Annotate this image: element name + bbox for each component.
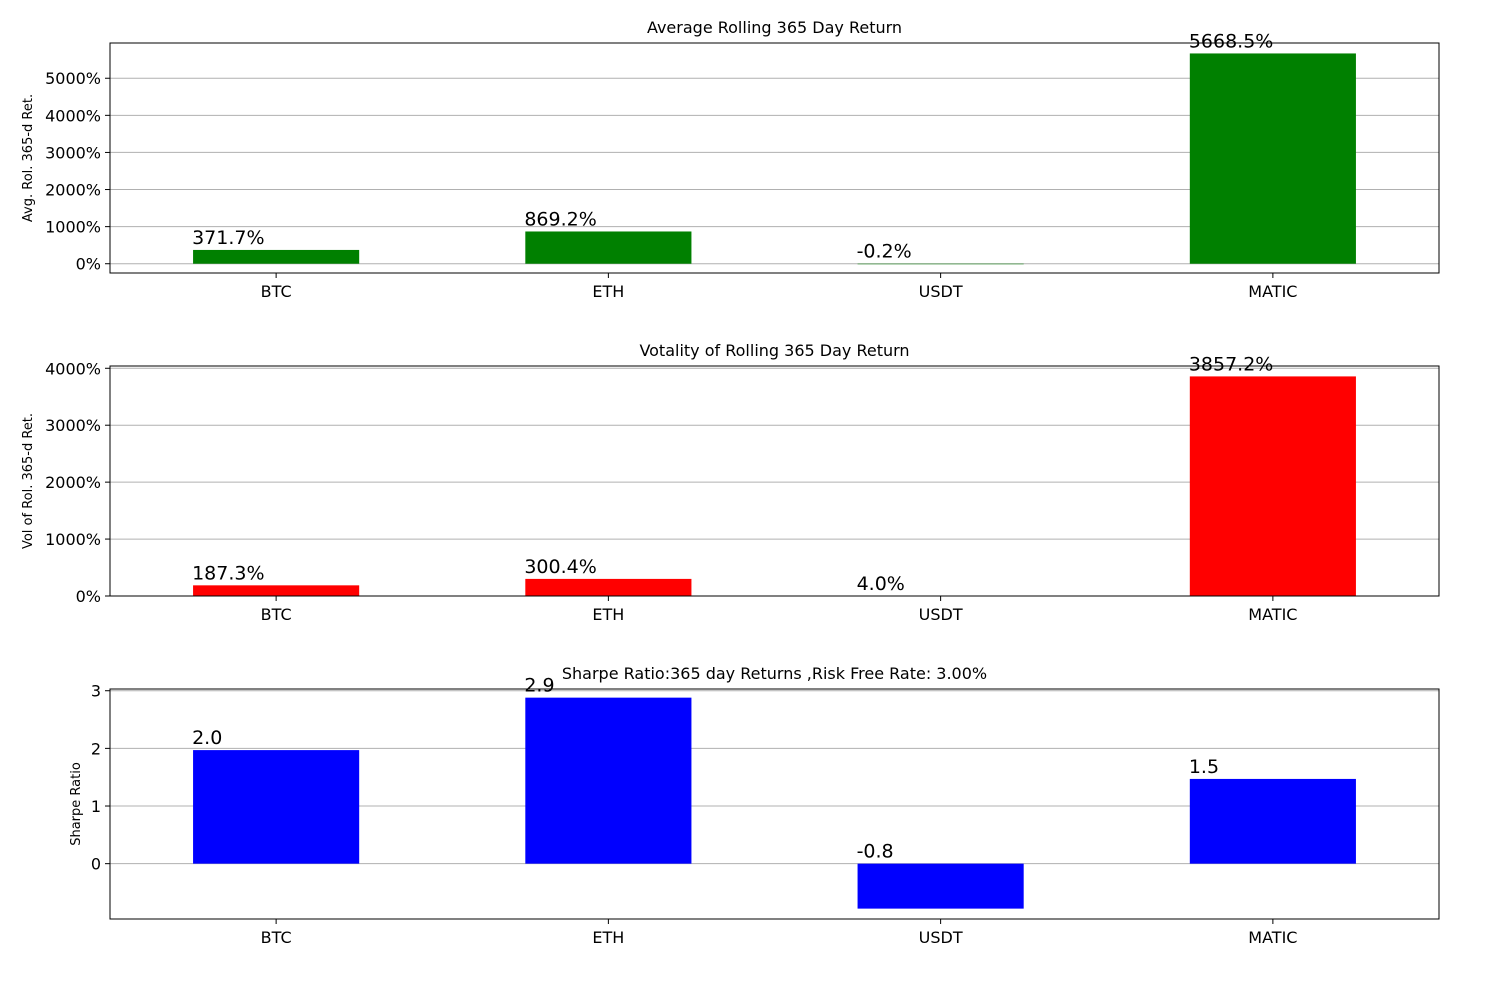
bar-value-label: 1.5 [1189, 756, 1219, 778]
bar-usdt [857, 263, 1024, 265]
y-tick-label: 5000% [45, 69, 101, 88]
y-axis-label: Vol of Rol. 365-d Ret. [21, 413, 36, 549]
x-tick-label: USDT [919, 605, 963, 624]
bar-eth [525, 578, 692, 596]
y-axis-label: Avg. Rol. 365-d Ret. [21, 94, 36, 222]
x-tick-label: BTC [261, 605, 292, 624]
bar-value-label: -0.8 [857, 841, 894, 863]
y-tick-label: 2000% [45, 181, 101, 200]
bar-btc [193, 249, 360, 264]
bar-matic [1189, 53, 1356, 264]
x-tick-label: MATIC [1248, 928, 1297, 947]
y-tick-label: 3000% [45, 143, 101, 162]
bar-value-label: 300.4% [524, 556, 596, 578]
bar-eth [525, 231, 692, 264]
bar-value-label: 2.9 [524, 675, 554, 697]
y-tick-label: 0% [76, 255, 101, 274]
bar-matic [1189, 778, 1356, 864]
bar-value-label: 869.2% [524, 208, 596, 230]
axes-frame [109, 365, 1440, 597]
bar-value-label: 5668.5% [1189, 30, 1274, 52]
x-tick-label: MATIC [1248, 605, 1297, 624]
bar-value-label: 2.0 [192, 727, 222, 749]
y-tick-label: 3 [91, 682, 101, 701]
x-tick-label: ETH [592, 605, 624, 624]
bar-value-label: 371.7% [192, 227, 264, 249]
y-tick-label: 2000% [45, 473, 101, 492]
y-axis-label: Sharpe Ratio [69, 762, 84, 846]
bar-matic [1189, 376, 1356, 596]
y-tick-label: 4000% [45, 106, 101, 125]
bar-usdt [857, 863, 1024, 909]
x-tick-label: ETH [592, 282, 624, 301]
chart-title: Average Rolling 365 Day Return [647, 18, 902, 37]
chart-title: Sharpe Ratio:365 day Returns ,Risk Free … [562, 664, 987, 683]
bar-btc [193, 750, 360, 864]
chart-panel-1: 371.7% 869.2% -0.2% 5668.5% 0% 1000% 2000% 3000… [21, 18, 1440, 301]
y-tick-label: 4000% [45, 359, 101, 378]
axes-frame [109, 688, 1440, 920]
bar-value-label: 3857.2% [1189, 353, 1274, 375]
x-tick-label: USDT [919, 282, 963, 301]
x-tick-label: BTC [261, 928, 292, 947]
y-tick-label: 1000% [45, 218, 101, 237]
bar-btc [193, 585, 360, 596]
chart-panel-3: 2.0 2.9 -0.8 1.5 0 1 2 3 BTC ETH USDT MATIC Sharpe R… [69, 664, 1440, 947]
x-tick-label: ETH [592, 928, 624, 947]
y-tick-label: 1 [91, 797, 101, 816]
bar-value-label: 4.0% [857, 573, 905, 595]
y-tick-label: 0 [91, 855, 101, 874]
chart-panel-2: 187.3% 300.4% 4.0% 3857.2% 0% 1000% 2000% 3000%… [21, 341, 1440, 624]
bar-eth [525, 697, 692, 864]
bar-value-label: -0.2% [857, 241, 912, 263]
x-tick-label: BTC [261, 282, 292, 301]
axes-frame [109, 42, 1440, 274]
y-tick-label: 3000% [45, 416, 101, 435]
x-tick-label: MATIC [1248, 282, 1297, 301]
chart-title: Votality of Rolling 365 Day Return [639, 341, 909, 360]
bar-value-label: 187.3% [192, 562, 264, 584]
y-tick-label: 1000% [45, 530, 101, 549]
y-tick-label: 2 [91, 739, 101, 758]
x-tick-label: USDT [919, 928, 963, 947]
y-tick-label: 0% [76, 587, 101, 606]
